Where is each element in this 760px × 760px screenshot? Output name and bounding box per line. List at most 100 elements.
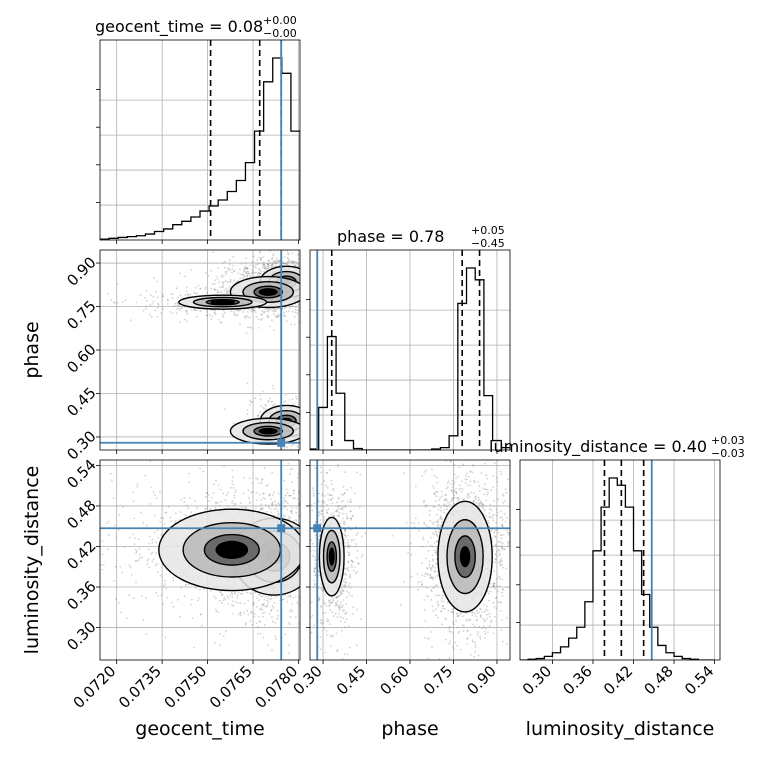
sample-point <box>339 604 342 606</box>
sample-point <box>306 484 308 486</box>
sample-point <box>301 552 303 554</box>
sample-point <box>245 266 248 269</box>
sample-point <box>165 587 167 590</box>
sample-point <box>429 574 432 577</box>
sample-point <box>267 263 270 266</box>
sample-point <box>307 311 309 313</box>
sample-point <box>292 492 295 495</box>
sample-point <box>324 421 326 423</box>
sample-point <box>214 309 216 312</box>
sample-point <box>326 620 328 622</box>
sample-point <box>244 623 247 626</box>
sample-point <box>311 514 313 516</box>
sample-point <box>256 499 258 501</box>
sample-point <box>332 287 334 289</box>
sample-point <box>272 404 274 407</box>
sample-point <box>153 531 156 534</box>
sample-point <box>292 443 295 446</box>
sample-point <box>277 315 279 318</box>
sample-point <box>153 514 156 517</box>
sample-point <box>267 644 269 646</box>
sample-point <box>271 319 273 322</box>
sample-point <box>364 558 366 560</box>
sample-point <box>302 298 304 300</box>
sample-point <box>204 507 207 510</box>
sample-point <box>304 262 306 264</box>
sample-point <box>307 420 309 422</box>
sample-point <box>307 275 309 277</box>
sample-point <box>312 298 314 300</box>
sample-point <box>130 574 133 576</box>
sample-point <box>437 520 439 523</box>
sample-point <box>114 598 117 600</box>
sample-point <box>319 286 321 288</box>
sample-point <box>247 613 250 616</box>
sample-point <box>306 520 308 522</box>
sample-point <box>333 424 335 426</box>
sample-point <box>301 420 303 422</box>
sample-point <box>272 252 275 255</box>
x-tick-label: 0.0720 <box>70 662 120 712</box>
sample-point <box>467 475 470 478</box>
sample-point <box>325 293 327 295</box>
sample-point <box>211 283 214 285</box>
sample-point <box>274 261 276 264</box>
sample-point <box>240 273 242 276</box>
sample-point <box>199 288 201 290</box>
sample-point <box>344 282 346 284</box>
sample-point <box>255 477 257 480</box>
sample-point <box>327 283 329 285</box>
sample-point <box>205 314 208 317</box>
sample-point <box>287 260 289 263</box>
sample-point <box>231 483 234 486</box>
sample-point <box>252 309 255 312</box>
sample-point <box>469 633 472 636</box>
sample-point <box>341 590 344 592</box>
sample-point <box>294 260 297 263</box>
sample-point <box>456 613 459 615</box>
sample-point <box>319 517 321 519</box>
sample-point <box>258 509 261 511</box>
sample-point <box>403 581 405 583</box>
sample-point <box>308 301 310 303</box>
sample-point <box>273 329 275 332</box>
sample-point <box>311 311 313 313</box>
sample-point <box>313 274 315 276</box>
sample-point <box>484 637 486 639</box>
histogram-step <box>310 267 510 450</box>
sample-point <box>259 632 262 635</box>
sample-point <box>249 620 252 622</box>
sample-point <box>307 295 309 297</box>
sample-point <box>325 633 328 636</box>
sample-point <box>112 496 115 499</box>
sample-point <box>296 263 299 266</box>
sample-point <box>312 293 314 295</box>
sample-point <box>297 490 300 493</box>
sample-point <box>313 540 315 542</box>
sample-point <box>301 260 303 262</box>
sample-point <box>241 592 244 595</box>
sample-point <box>347 549 349 551</box>
sample-point <box>363 510 365 512</box>
sample-point <box>286 600 288 603</box>
sample-point <box>301 413 303 415</box>
sample-point <box>164 511 167 514</box>
sample-point <box>304 401 306 403</box>
sample-point <box>247 489 250 492</box>
y-tick-label: 0.30 <box>63 618 99 654</box>
sample-point <box>345 296 347 298</box>
sample-point <box>340 601 342 604</box>
sample-point <box>261 317 263 320</box>
sample-point <box>301 401 303 403</box>
sample-point <box>258 274 261 277</box>
sample-point <box>304 291 306 293</box>
sample-point <box>231 268 234 270</box>
sample-point <box>345 498 347 500</box>
sample-point <box>303 293 305 295</box>
sample-point <box>302 293 304 295</box>
sample-point <box>358 543 360 545</box>
sample-point <box>217 281 220 283</box>
sample-point <box>229 278 232 281</box>
sample-point <box>260 507 262 510</box>
sample-point <box>306 418 308 420</box>
